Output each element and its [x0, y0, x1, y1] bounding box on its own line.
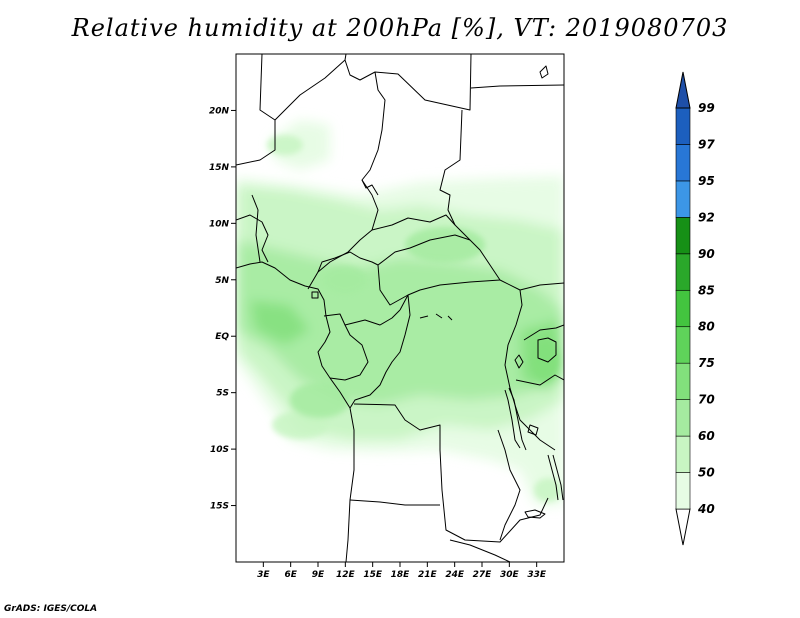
grads-credit: GrADS: IGES/COLA	[4, 604, 98, 614]
lat-tick-label: 20N	[209, 106, 230, 116]
lake-victoria	[537, 337, 557, 363]
lat-axis: 20N 15N 10N 5N EQ 5S 10S 15S	[209, 106, 236, 512]
lon-tick-label: 33E	[527, 570, 547, 580]
border-line	[344, 54, 472, 111]
lat-tick-label: 15N	[209, 163, 230, 173]
border-line	[307, 71, 386, 290]
lon-tick-label: 12E	[336, 570, 356, 580]
border-line	[439, 109, 564, 291]
coastline	[236, 261, 355, 562]
lon-tick-label: 18E	[391, 570, 411, 580]
colorbar-triangle-high	[675, 71, 691, 109]
lon-tick-label: 6E	[284, 570, 297, 580]
colorbar-box	[675, 289, 691, 328]
map-title: Relative humidity at 200hPa [%], VT: 201…	[71, 14, 729, 42]
lat-tick-label: 5S	[216, 389, 229, 399]
colorbar-box	[675, 326, 691, 364]
border-line	[349, 499, 440, 506]
border-line	[236, 214, 269, 263]
lon-tick-label: 27E	[473, 570, 493, 580]
colorbar-label: 75	[698, 356, 715, 370]
colorbar-label: 40	[697, 502, 715, 516]
border-line	[470, 84, 564, 89]
island	[311, 291, 319, 299]
lake-shape	[527, 424, 539, 436]
border-line	[497, 429, 521, 541]
border-line	[329, 324, 369, 381]
colorbar-box	[675, 435, 691, 473]
lon-tick-label: 30E	[500, 570, 520, 580]
colorbar-label: 85	[698, 283, 715, 297]
lake-shape	[524, 509, 546, 519]
humidity-region-75-west	[250, 300, 310, 345]
lat-tick-label: 5N	[215, 276, 229, 286]
border-line	[349, 294, 411, 409]
colorbar-label: 97	[698, 137, 715, 151]
colorbar-label: 50	[698, 466, 715, 480]
lon-axis: 3E 6E 9E 12E 15E 18E 21E 24E 27E 30E 33E	[257, 562, 547, 580]
humidity-patch	[272, 411, 328, 439]
border-line	[377, 264, 501, 306]
lon-tick-label: 21E	[418, 570, 438, 580]
border-line	[361, 179, 379, 196]
country-borders	[236, 54, 564, 562]
colorbar-label: 90	[698, 247, 715, 261]
lake-malawi	[547, 454, 564, 501]
border-line	[504, 289, 556, 451]
humidity-field	[236, 120, 564, 505]
colorbar-label: 60	[698, 429, 715, 443]
colorbar-triangle-low	[675, 508, 691, 546]
lat-tick-label: EQ	[215, 332, 229, 342]
lon-tick-label: 9E	[312, 570, 325, 580]
border-line	[323, 309, 401, 326]
island	[539, 65, 549, 79]
lat-tick-label: 15S	[210, 502, 229, 512]
humidity-patch	[534, 478, 562, 502]
colorbar-box	[675, 180, 691, 218]
border-line	[353, 403, 549, 543]
border-line	[317, 251, 379, 273]
border-line	[523, 324, 564, 341]
colorbar: 40 50 60 70 75 80 85 90 92 95 97 99	[675, 71, 715, 546]
colorbar-label: 80	[698, 320, 715, 334]
border-line	[449, 539, 511, 562]
colorbar-box	[675, 217, 691, 255]
colorbar-label: 95	[698, 174, 715, 188]
lon-tick-label: 15E	[363, 570, 383, 580]
humidity-patch	[531, 340, 559, 380]
humidity-patch	[323, 266, 367, 294]
colorbar-label: 92	[698, 210, 715, 224]
colorbar-label: 70	[698, 393, 715, 407]
border-line	[251, 194, 261, 263]
colorbar-box	[675, 399, 691, 437]
border-line	[236, 54, 276, 166]
humidity-patch	[267, 135, 303, 155]
colorbar-box	[675, 362, 691, 400]
colorbar-box	[675, 253, 691, 291]
lat-tick-label: 10N	[209, 219, 230, 229]
border-line	[274, 54, 347, 121]
colorbar-box	[675, 144, 691, 182]
border-line	[377, 234, 471, 266]
border-line	[371, 214, 456, 231]
humidity-patch	[405, 227, 485, 263]
lat-tick-label: 10S	[210, 445, 229, 455]
lake-tanganyika	[504, 387, 527, 451]
colorbar-label: 99	[698, 101, 715, 115]
lon-tick-label: 24E	[445, 570, 465, 580]
river-fragment	[419, 313, 453, 321]
border-line	[515, 374, 564, 386]
lon-tick-label: 3E	[257, 570, 270, 580]
lake-shape	[514, 354, 524, 369]
colorbar-box	[675, 472, 691, 510]
humidity-patch	[290, 382, 350, 418]
colorbar-box	[675, 107, 691, 145]
